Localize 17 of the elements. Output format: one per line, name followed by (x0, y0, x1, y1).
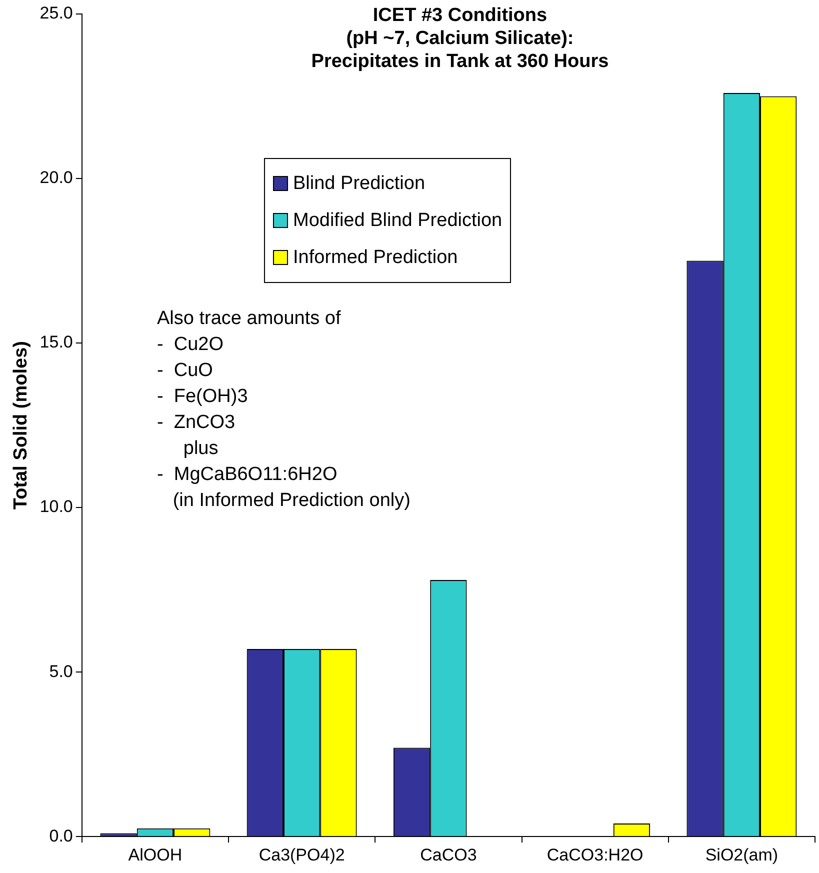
y-tick-label: 15.0 (40, 332, 73, 352)
annotation: Also trace amounts of - Cu2O - CuO - Fe(OH)3 - ZnCO3 plus - MgCaB6O11:6H2O (in Informed Prediction only) (157, 307, 410, 513)
y-tick-label: 5.0 (49, 662, 73, 681)
x-tick-label: CaCO3:H2O (546, 845, 644, 864)
x-tick-label: SiO2(am) (705, 845, 778, 864)
y-tick-label: 25.0 (40, 4, 73, 23)
x-tick-label: CaCO3 (420, 845, 477, 864)
y-axis-title: Total Solid (moles) (10, 341, 32, 510)
x-tick-label: AlOOH (128, 845, 182, 864)
x-tick-label: Ca3(PO4)2 (258, 845, 345, 864)
y-tick-label: 10.0 (40, 497, 73, 516)
legend-label: Modified Blind Prediction (292, 208, 502, 232)
y-tick-label: 20.0 (40, 168, 73, 188)
text: ICET #3 Conditions (pH ~7, Calcium Silicate): Precipitates in Tank at 360 Hours (310, 4, 610, 73)
y-tick-label: 0.0 (49, 826, 73, 846)
legend-label: Blind Prediction (292, 172, 426, 196)
legend-label: Informed Prediction (292, 246, 459, 270)
